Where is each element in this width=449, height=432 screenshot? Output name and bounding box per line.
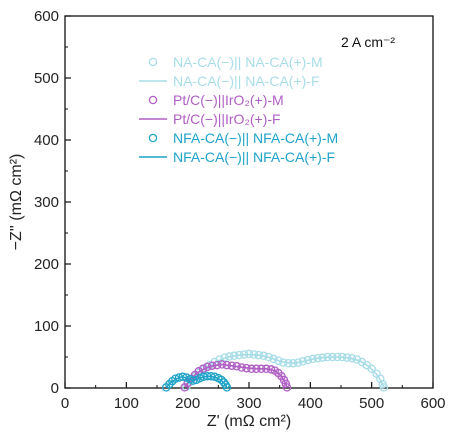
legend-marker-swatch [148, 57, 158, 67]
x-tick-label: 400 [298, 395, 323, 412]
y-tick-label: 600 [34, 8, 59, 25]
legend-marker-swatch [148, 95, 158, 105]
legend-label: Pt/C(−)||IrO₂(+)-M [173, 92, 284, 108]
series-5 [165, 375, 228, 388]
legend-entry: NFA-CA(−)|| NFA-CA(+)-F [139, 149, 335, 165]
series-3 [183, 363, 288, 388]
data-point [281, 379, 291, 388]
legend-label: Pt/C(−)||IrO₂(+)-F [173, 111, 281, 127]
legend-entry: NA-CA(−)|| NA-CA(+)-M [148, 54, 323, 70]
y-tick-label: 0 [51, 380, 59, 397]
x-tick-label: 0 [61, 395, 69, 412]
data-point [244, 349, 254, 359]
legend-label: NFA-CA(−)|| NFA-CA(+)-F [173, 149, 335, 165]
y-axis-title: −Z'' (mΩ cm²) [8, 154, 25, 251]
legend: NA-CA(−)|| NA-CA(+)-M NA-CA(−)|| NA-CA(+)… [139, 54, 338, 165]
current-density-annotation: 2 A cm⁻² [341, 34, 395, 50]
series-1 [185, 353, 385, 388]
legend-label: NA-CA(−)|| NA-CA(+)-F [173, 73, 320, 89]
y-tick-label: 400 [34, 132, 59, 149]
y-tick-label: 300 [34, 194, 59, 211]
x-tick-label: 600 [420, 395, 445, 412]
legend-entry: Pt/C(−)||IrO₂(+)-F [139, 111, 281, 127]
axis-ticks [64, 15, 434, 389]
y-tick-label: 500 [34, 70, 59, 87]
x-tick-label: 100 [114, 395, 139, 412]
data-point [222, 383, 232, 392]
data-point [178, 372, 188, 382]
plot-frame [64, 15, 434, 389]
data-point [217, 375, 226, 385]
y-tick-labels: 0 100 200 300 400 500 600 [34, 8, 59, 397]
x-axis-title: Z' (mΩ cm²) [207, 413, 291, 430]
x-tick-label: 500 [359, 395, 384, 412]
data-point [198, 364, 208, 374]
legend-marker-swatch [148, 133, 158, 143]
data-point [282, 383, 292, 392]
x-tick-labels: 0 100 200 300 400 500 600 [61, 395, 446, 412]
data-series [161, 349, 389, 392]
series-4 [161, 371, 232, 392]
series-line [183, 363, 288, 388]
data-point [379, 383, 389, 392]
series-line [185, 353, 385, 388]
y-tick-label: 100 [34, 318, 59, 335]
data-point [367, 364, 376, 374]
data-point [269, 354, 278, 364]
data-point [274, 356, 283, 365]
legend-label: NA-CA(−)|| NA-CA(+)-M [173, 54, 323, 70]
series-line [165, 375, 228, 388]
x-tick-label: 300 [236, 395, 261, 412]
legend-entry: NFA-CA(−)|| NFA-CA(+)-M [148, 130, 338, 146]
legend-label: NFA-CA(−)|| NFA-CA(+)-M [173, 130, 338, 146]
y-tick-label: 200 [34, 256, 59, 273]
x-tick-label: 200 [175, 395, 200, 412]
legend-entry: NA-CA(−)|| NA-CA(+)-F [139, 73, 320, 89]
legend-entry: Pt/C(−)||IrO₂(+)-M [148, 92, 284, 108]
